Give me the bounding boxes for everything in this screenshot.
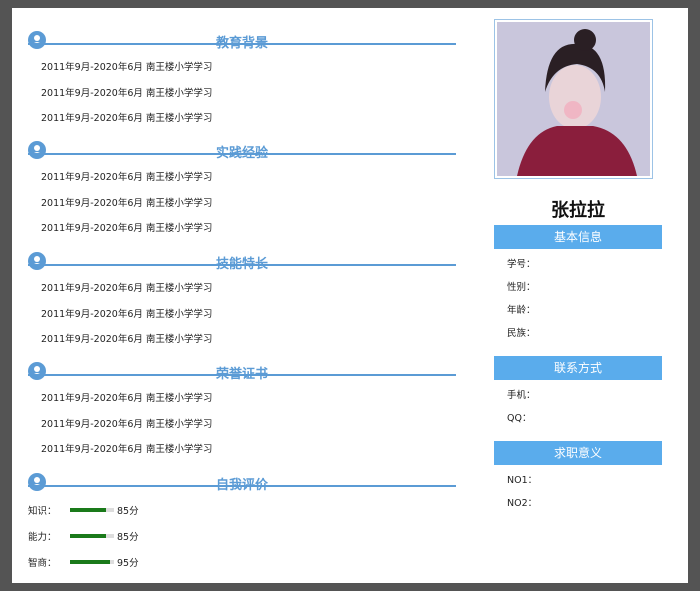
section-icon	[28, 31, 46, 49]
section-item: 2011年9月-2020年6月 南王楼小学学习	[41, 197, 213, 209]
skill-bar	[70, 534, 106, 538]
section-item: 2011年9月-2020年6月 南王楼小学学习	[41, 418, 213, 430]
skill-score: 95分	[117, 558, 139, 569]
section-title: 荣誉证书	[215, 367, 268, 382]
skill-score: 85分	[117, 506, 139, 517]
info-field: 性别：	[507, 282, 536, 293]
info-field: 民族：	[507, 328, 536, 339]
person-icon	[28, 31, 46, 49]
person-icon	[28, 141, 46, 159]
info-header: 联系方式	[494, 356, 662, 380]
person-icon	[28, 362, 46, 380]
section-item: 2011年9月-2020年6月 南王楼小学学习	[41, 87, 213, 99]
section-icon	[28, 252, 46, 270]
section-item: 2011年9月-2020年6月 南王楼小学学习	[41, 334, 213, 346]
info-field: 年龄：	[507, 305, 536, 316]
section-divider	[28, 264, 456, 266]
section-divider	[28, 153, 456, 155]
skill-label: 知识：	[28, 506, 57, 517]
section-item: 2011年9月-2020年6月 南王楼小学学习	[41, 308, 213, 320]
section-divider	[28, 374, 456, 376]
section-item: 2011年9月-2020年6月 南王楼小学学习	[41, 223, 213, 235]
info-field: QQ：	[507, 413, 532, 424]
section-icon	[28, 362, 46, 380]
person-icon	[28, 473, 46, 491]
person-name: 张拉拉	[551, 200, 605, 221]
section-title: 自我评价	[215, 478, 268, 493]
info-header: 求职意义	[494, 441, 662, 465]
section-icon	[28, 473, 46, 491]
section-title: 实践经验	[215, 146, 268, 161]
section-divider	[28, 485, 456, 487]
info-header: 基本信息	[494, 225, 662, 249]
section-divider	[28, 43, 456, 45]
info-field: NO1：	[507, 475, 538, 486]
skill-bar	[70, 560, 110, 564]
section-item: 2011年9月-2020年6月 南王楼小学学习	[41, 62, 213, 73]
info-field: 学号：	[507, 259, 536, 270]
skill-score: 85分	[117, 532, 139, 543]
section-item: 2011年9月-2020年6月 南王楼小学学习	[41, 283, 213, 294]
skill-label: 能力：	[28, 532, 57, 543]
section-title: 技能特长	[215, 257, 268, 272]
section-item: 2011年9月-2020年6月 南王楼小学学习	[41, 172, 213, 183]
section-item: 2011年9月-2020年6月 南王楼小学学习	[41, 393, 213, 404]
info-field: 手机：	[507, 390, 536, 401]
skill-label: 智商：	[28, 558, 57, 569]
section-item: 2011年9月-2020年6月 南王楼小学学习	[41, 444, 213, 456]
resume-page: 教育背景 2011年9月-2020年6月 南王楼小学学习 2011年9月-2020年…	[12, 8, 688, 583]
skill-bar	[70, 508, 106, 512]
person-icon	[28, 252, 46, 270]
info-field: NO2：	[507, 498, 538, 509]
section-icon	[28, 141, 46, 159]
section-item: 2011年9月-2020年6月 南王楼小学学习	[41, 113, 213, 125]
section-title: 教育背景	[215, 36, 268, 51]
photo-frame	[494, 19, 653, 179]
photo	[497, 22, 650, 176]
